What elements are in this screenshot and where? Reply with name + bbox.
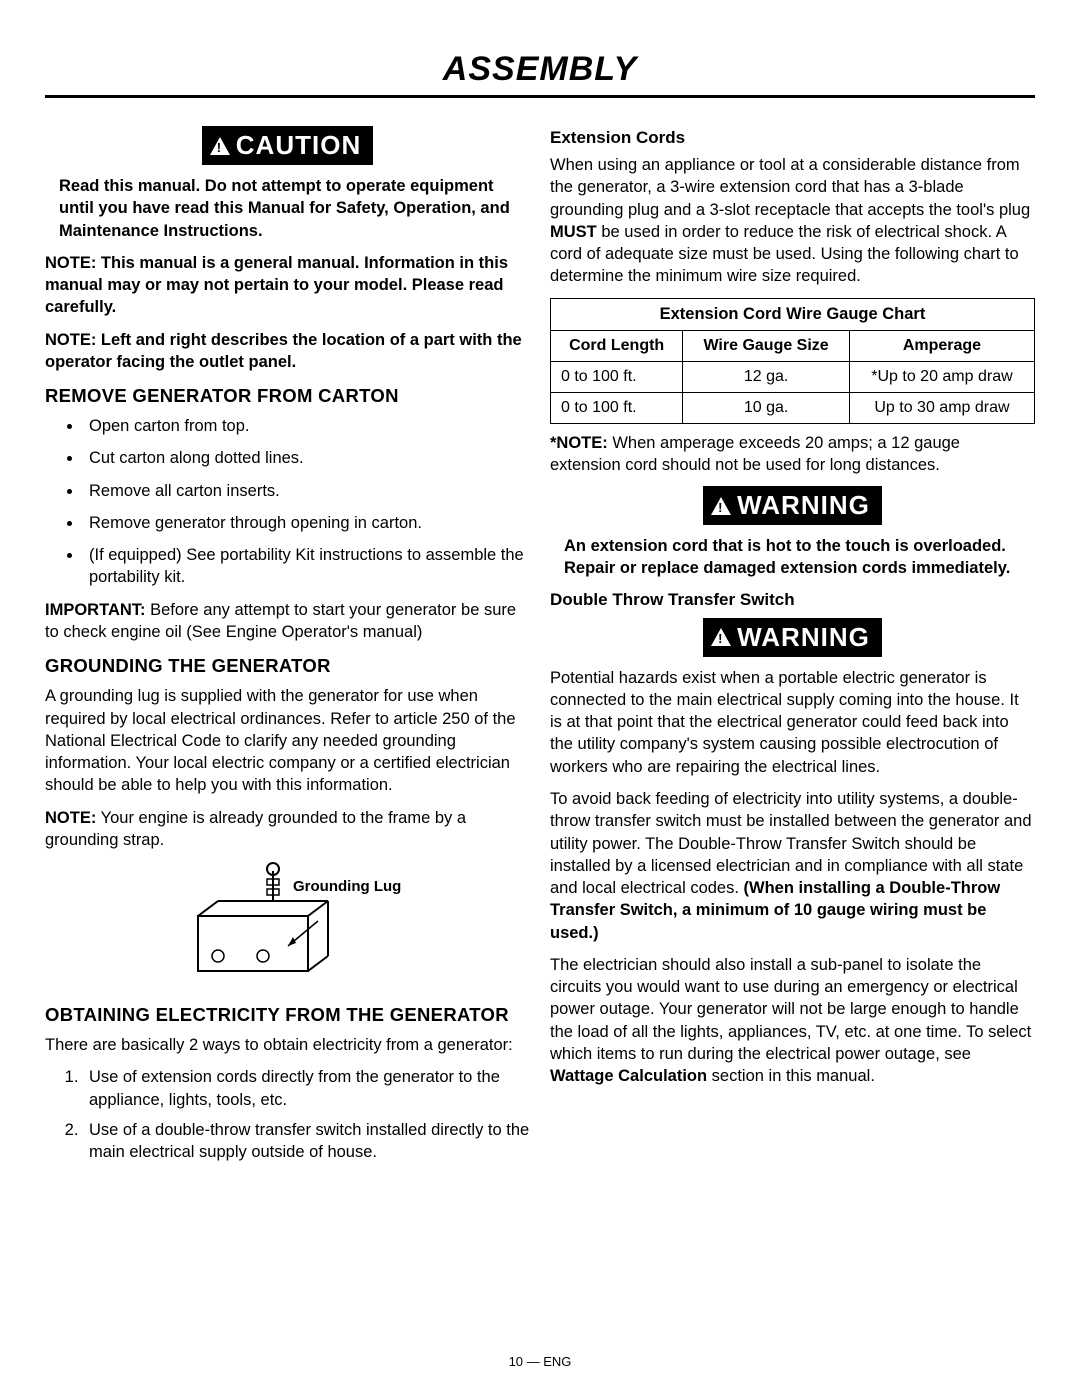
table-header: Amperage [849,330,1034,361]
dt-p3c: section in this manual. [707,1067,875,1085]
page-title: ASSEMBLY [45,50,1035,98]
warning-badge-2: WARNING [703,618,882,657]
carton-steps-list: Open carton from top. Cut carton along d… [45,415,530,589]
section-grounding: GROUNDING THE GENERATOR [45,655,530,677]
double-throw-heading: Double Throw Transfer Switch [550,590,1035,610]
warning-label: WARNING [737,490,870,521]
important-note: IMPORTANT: Before any attempt to start y… [45,599,530,644]
warning-triangle-icon [711,497,731,515]
note-rest: Your engine is already grounded to the f… [45,809,466,849]
dt-para-1: Potential hazards exist when a portable … [550,667,1035,778]
caution-text: Read this manual. Do not attempt to oper… [59,175,516,242]
table-footnote: *NOTE: When amperage exceeds 20 amps; a … [550,432,1035,477]
diagram-label: Grounding Lug [293,878,401,895]
footnote-rest: When amperage exceeds 20 amps; a 12 gaug… [550,434,960,474]
table-header: Wire Gauge Size [683,330,850,361]
caution-label: CAUTION [236,130,361,161]
caution-badge: CAUTION [202,126,373,165]
table-cell: 0 to 100 ft. [551,392,683,423]
table-title: Extension Cord Wire Gauge Chart [551,298,1035,330]
list-item: Remove all carton inserts. [83,480,530,502]
table-header: Cord Length [551,330,683,361]
wire-gauge-table: Extension Cord Wire Gauge Chart Cord Len… [550,298,1035,424]
grounding-note: NOTE: Your engine is already grounded to… [45,807,530,852]
important-lead: IMPORTANT: [45,601,146,619]
two-column-layout: CAUTION Read this manual. Do not attempt… [45,118,1035,1173]
note-general-manual: NOTE: This manual is a general manual. I… [45,252,530,319]
list-item: Use of extension cords directly from the… [83,1066,530,1111]
dt-para-2: To avoid back feeding of electricity int… [550,788,1035,944]
table-cell: 10 ga. [683,392,850,423]
page-footer: 10 — ENG [0,1354,1080,1369]
ext-must: MUST [550,223,597,241]
table-cell: *Up to 20 amp draw [849,361,1034,392]
warning-label: WARNING [737,622,870,653]
warning-triangle-icon [711,628,731,646]
list-item: Cut carton along dotted lines. [83,447,530,469]
footnote-lead: *NOTE: [550,434,608,452]
right-column: Extension Cords When using an appliance … [550,118,1035,1173]
obtaining-list: Use of extension cords directly from the… [45,1066,530,1163]
table-cell: Up to 30 amp draw [849,392,1034,423]
table-cell: 12 ga. [683,361,850,392]
note-lead: NOTE: [45,809,96,827]
table-cell: 0 to 100 ft. [551,361,683,392]
dt-p3a: The electrician should also install a su… [550,956,1031,1063]
list-item: Open carton from top. [83,415,530,437]
dt-para-3: The electrician should also install a su… [550,954,1035,1088]
dt-p3b: Wattage Calculation [550,1067,707,1085]
extension-cords-heading: Extension Cords [550,128,1035,148]
ext-p1a: When using an appliance or tool at a con… [550,156,1030,219]
grounding-lug-diagram: Grounding Lug [45,861,530,986]
grounding-para: A grounding lug is supplied with the gen… [45,685,530,796]
ext-p1b: be used in order to reduce the risk of e… [550,223,1019,286]
extension-cords-para: When using an appliance or tool at a con… [550,154,1035,288]
section-obtaining-electricity: OBTAINING ELECTRICITY FROM THE GENERATOR [45,1004,530,1026]
warning-badge-1: WARNING [703,486,882,525]
list-item: Remove generator through opening in cart… [83,512,530,534]
warning-triangle-icon [210,137,230,155]
section-remove-carton: REMOVE GENERATOR FROM CARTON [45,385,530,407]
note-left-right: NOTE: Left and right describes the locat… [45,329,530,374]
obtaining-intro: There are basically 2 ways to obtain ele… [45,1034,530,1056]
left-column: CAUTION Read this manual. Do not attempt… [45,118,530,1173]
warning-hot-cord: An extension cord that is hot to the tou… [564,535,1021,580]
list-item: (If equipped) See portability Kit instru… [83,544,530,589]
list-item: Use of a double-throw transfer switch in… [83,1119,530,1164]
